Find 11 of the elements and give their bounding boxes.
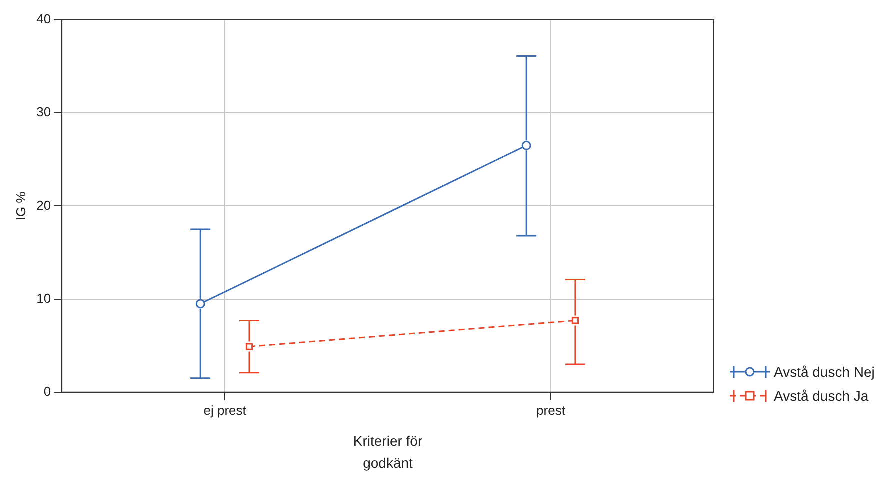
y-tick-label: 10 (36, 290, 52, 306)
y-axis-title: IG % (13, 191, 28, 221)
y-tick-label: 30 (36, 104, 52, 120)
legend-label: Avstå dusch Nej (774, 363, 876, 382)
x-tick-label: ej prest (204, 402, 247, 418)
y-tick-label: 0 (44, 384, 52, 399)
y-tick-label: 20 (36, 198, 52, 213)
legend-label: Avstå dusch Ja (774, 387, 870, 406)
y-tick-label: 40 (36, 12, 52, 27)
x-tick-label: prest (536, 402, 566, 418)
x-axis-title: Kriterier för godkänt (352, 432, 424, 474)
